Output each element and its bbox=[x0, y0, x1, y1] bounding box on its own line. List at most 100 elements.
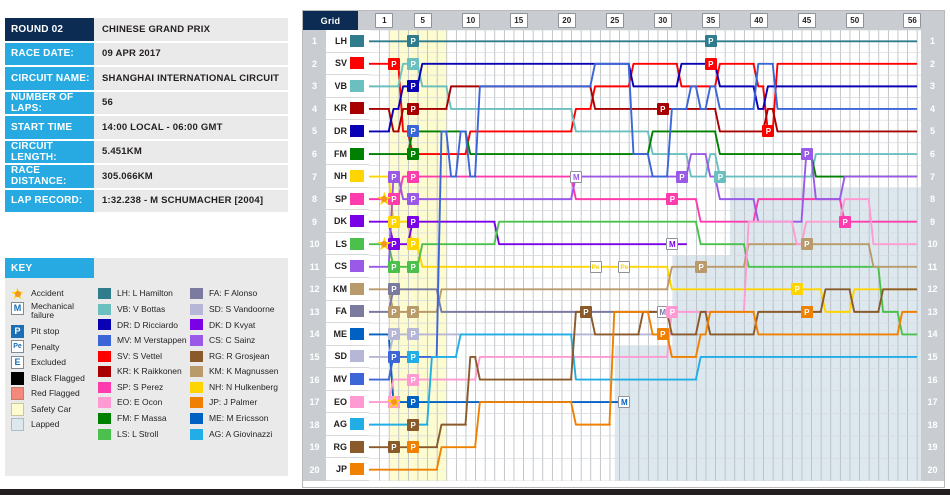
position-line-MV bbox=[369, 62, 918, 381]
position-line-VB bbox=[369, 62, 918, 178]
position-column-right: 1 2 3 4 5 6 7 8 9 10 11 12 13 14 15 16 17 18 19 20 bbox=[921, 30, 944, 481]
pit-stop-icon-SV-lap2: P bbox=[387, 57, 400, 70]
key-driver-label: EO: E Ocon bbox=[117, 397, 163, 408]
info-row: LAP RECORD: 1:32.238 - M Schumacher [2004… bbox=[5, 189, 288, 212]
driver-color-swatch bbox=[190, 366, 203, 378]
pit-stop-icon-SP-lap49: P bbox=[839, 215, 852, 228]
driver-color-swatch bbox=[98, 428, 111, 440]
red-flag-icon bbox=[11, 387, 24, 401]
lap-tick-45: 45 bbox=[797, 13, 816, 28]
key-item: Lapped bbox=[11, 417, 98, 433]
position-label-left-10: 10 bbox=[309, 239, 320, 250]
key-driver-item: KR: K Raikkonen bbox=[98, 364, 190, 380]
driver-color-chip bbox=[350, 373, 364, 386]
position-label-left-15: 15 bbox=[309, 351, 320, 362]
pit-stop-icon-JP-lap4: P bbox=[407, 441, 420, 454]
position-line-KM bbox=[369, 243, 918, 313]
pit-stop-icon-KM-lap4: P bbox=[407, 305, 420, 318]
position-line-RG bbox=[369, 288, 918, 449]
position-column-left: 1 2 3 4 5 6 7 8 9 10 11 12 13 14 15 16 17 18 19 20 bbox=[303, 30, 326, 481]
pit-stop-icon-RG-lap22: P bbox=[579, 305, 592, 318]
grid-row-SD: SD bbox=[326, 346, 369, 369]
info-value: 5.451KM bbox=[94, 140, 288, 163]
penalty-icon-NH-lap26: Pe bbox=[618, 260, 631, 273]
key-label: Lapped bbox=[31, 419, 60, 430]
pit-stop-icon-DK-lap2: P bbox=[387, 238, 400, 251]
pit-stop-icon-LS-lap4: P bbox=[407, 260, 420, 273]
accident-star-icon bbox=[11, 287, 24, 300]
driver-color-chip bbox=[350, 102, 364, 115]
accident-star-core bbox=[390, 399, 397, 406]
driver-code-label: AG bbox=[333, 419, 348, 430]
black-flag-icon bbox=[11, 371, 24, 385]
driver-code-label: FA bbox=[335, 306, 347, 317]
pit-stop-icon-SP-lap2: P bbox=[387, 193, 400, 206]
key-label: Mechanical failure bbox=[31, 300, 74, 320]
pit-stop-icon-KR-lap30: P bbox=[656, 102, 669, 115]
key-driver-item: VB: V Bottas bbox=[98, 302, 190, 318]
grid-row-DR: DR bbox=[326, 120, 369, 143]
driver-color-chip bbox=[350, 192, 364, 205]
position-label-left-6: 6 bbox=[311, 149, 317, 160]
key-item: Pe Penalty bbox=[11, 339, 98, 355]
key-driver-item: FM: F Massa bbox=[98, 411, 190, 427]
key-label: Penalty bbox=[31, 341, 60, 352]
pit-stop-icon-DK-lap4: P bbox=[407, 215, 420, 228]
pit-stop-icon-LH-lap35: P bbox=[704, 35, 717, 48]
position-label-right-12: 12 bbox=[927, 284, 938, 295]
accident-star-core bbox=[381, 196, 388, 203]
grid-row-KM: KM bbox=[326, 278, 369, 301]
driver-color-chip bbox=[350, 418, 364, 431]
driver-code-label: KR bbox=[334, 103, 347, 114]
accident-star-core bbox=[381, 241, 388, 248]
key-label: Excluded bbox=[31, 357, 66, 368]
position-label-left-5: 5 bbox=[311, 126, 317, 137]
position-label-right-19: 19 bbox=[927, 442, 938, 453]
pit-stop-icon-EO-lap31: P bbox=[666, 305, 679, 318]
lap-tick-35: 35 bbox=[701, 13, 720, 28]
position-label-left-4: 4 bbox=[311, 103, 317, 114]
driver-color-swatch bbox=[98, 335, 111, 347]
lap-tick-15: 15 bbox=[509, 13, 528, 28]
key-label: Accident bbox=[31, 288, 64, 299]
penalty-icon: Pe bbox=[11, 340, 24, 354]
key-driver-label: DK: D Kvyat bbox=[209, 319, 256, 330]
key-driver-label: FM: F Massa bbox=[117, 413, 167, 424]
key-driver-item: KM: K Magnussen bbox=[190, 364, 282, 380]
grid-row-MV: MV bbox=[326, 368, 369, 391]
key-driver-item: RG: R Grosjean bbox=[190, 348, 282, 364]
lap-tick-25: 25 bbox=[605, 13, 624, 28]
grid-row-RG: RG bbox=[326, 436, 369, 459]
position-label-left-17: 17 bbox=[309, 397, 320, 408]
lap-tick-5: 5 bbox=[413, 13, 432, 28]
race-info-table: ROUND 02 CHINESE GRAND PRIX RACE DATE: 09 A… bbox=[5, 18, 288, 214]
info-label: LAP RECORD: bbox=[5, 189, 94, 212]
penalty-icon-NH-lap23: Pe bbox=[589, 260, 602, 273]
info-row: CIRCUIT NAME: SHANGHAI INTERNATIONAL CIRC… bbox=[5, 67, 288, 90]
pit-stop-icon-FM-lap4: P bbox=[407, 148, 420, 161]
key-item: Black Flagged bbox=[11, 370, 98, 386]
driver-code-label: LH bbox=[335, 35, 347, 46]
key-driver-label: KR: K Raikkonen bbox=[117, 366, 182, 377]
lap-axis-header: Grid 1 5 10 15 20 25 30 35 40 45 50 56 bbox=[303, 11, 944, 30]
pit-stop-icon-NH-lap44: P bbox=[791, 283, 804, 296]
info-label: START TIME bbox=[5, 116, 94, 139]
key-driver-item: EO: E Ocon bbox=[98, 395, 190, 411]
driver-color-swatch bbox=[98, 413, 111, 425]
key-driver-label: SP: S Perez bbox=[117, 381, 164, 392]
key-driver-item: SD: S Vandoorne bbox=[190, 302, 282, 318]
position-label-left-18: 18 bbox=[309, 419, 320, 430]
key-driver-column-1: LH: L Hamilton VB: V Bottas DR: D Ricciard… bbox=[98, 286, 190, 442]
info-row: RACE DISTANCE: 305.066KM bbox=[5, 165, 288, 188]
key-item: Accident bbox=[11, 286, 98, 302]
key-label: Safety Car bbox=[31, 403, 72, 414]
position-label-left-2: 2 bbox=[311, 58, 317, 69]
lap-tick-56: 56 bbox=[903, 13, 922, 28]
pit-stop-icon-VB-lap36: P bbox=[714, 170, 727, 183]
driver-color-chip bbox=[350, 215, 364, 228]
pit-stop-icon-CS-lap4: P bbox=[407, 193, 420, 206]
key-driver-label: MV: M Verstappen bbox=[117, 335, 187, 346]
info-label: ROUND 02 bbox=[5, 18, 94, 41]
position-label-right-11: 11 bbox=[927, 261, 938, 272]
